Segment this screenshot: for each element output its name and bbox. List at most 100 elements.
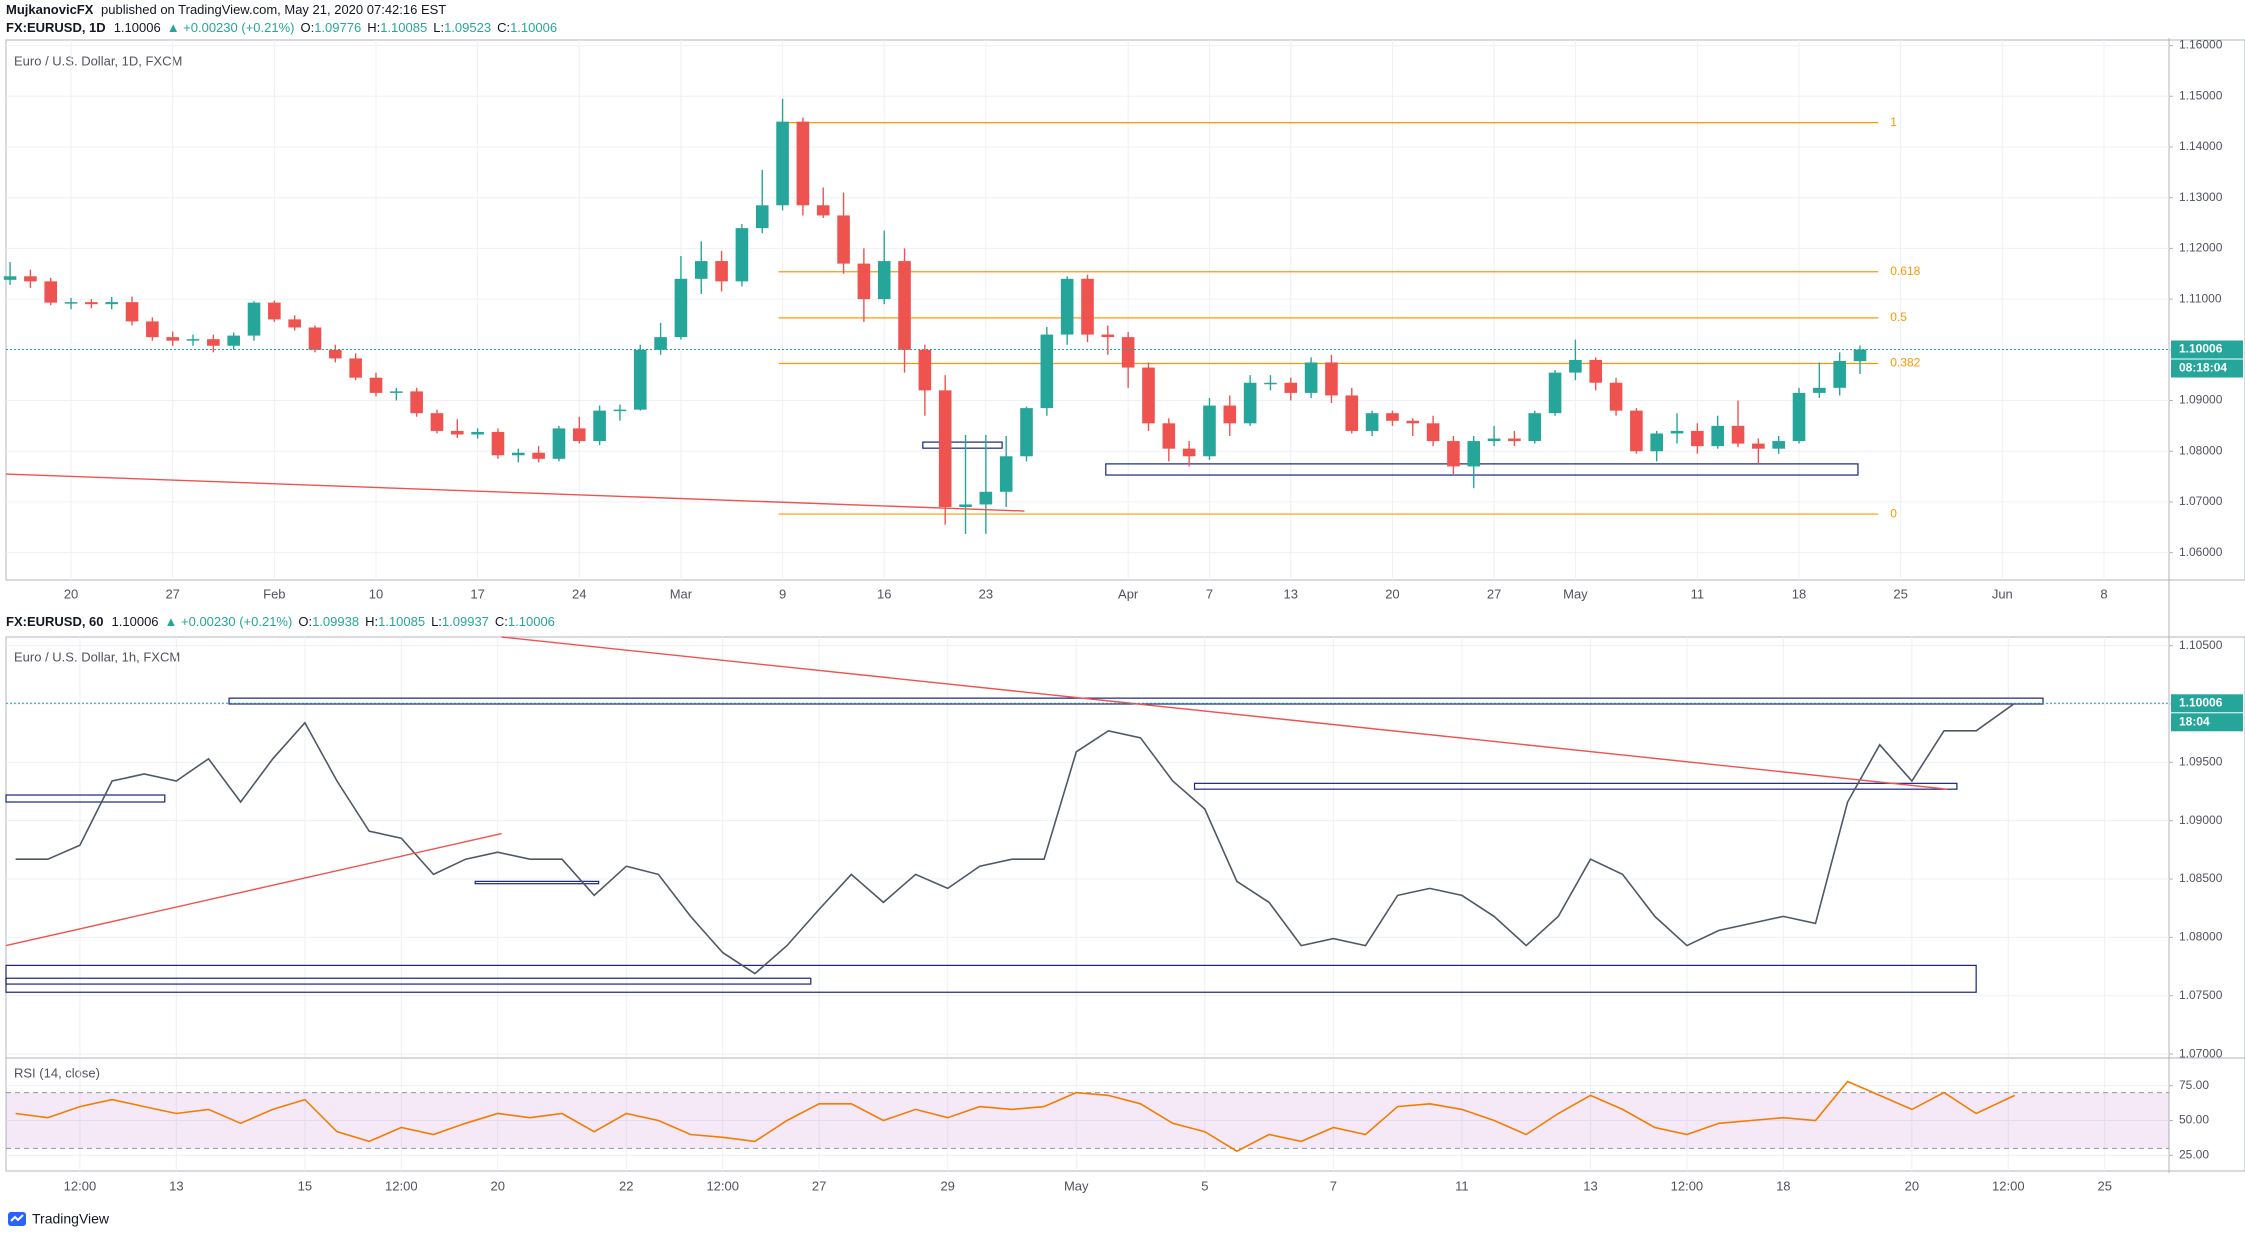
candle-body — [735, 228, 749, 282]
x-tick-label: 23 — [979, 586, 993, 601]
fib-label: 0.382 — [1890, 356, 1920, 370]
candle-body — [877, 261, 891, 300]
x-tick-label: 27 — [165, 586, 179, 601]
ohlc-value: 1.10085 — [380, 20, 427, 35]
last: 1.10006 — [112, 614, 159, 629]
candle-body — [816, 205, 830, 216]
x-tick-label: 11 — [1691, 586, 1705, 601]
zone-box — [1193, 782, 1958, 790]
candle-body — [999, 456, 1013, 492]
x-tick-label: 5 — [1201, 1178, 1208, 1193]
pane-title: Euro / U.S. Dollar, 1D, FXCM — [14, 53, 182, 68]
candle-body — [694, 261, 708, 279]
candle-body — [105, 302, 119, 305]
pane-0: FX:EURUSD, 1D 1.10006 ▲ +0.00230 (+0.21%) O… — [3, 20, 2243, 601]
y-tick-label: 1.14000 — [2179, 139, 2223, 153]
x-tick-label: 16 — [877, 586, 891, 601]
candle-body — [532, 452, 545, 459]
zone-box — [922, 441, 1003, 449]
candle-body — [268, 302, 281, 320]
candle-body — [1447, 441, 1460, 467]
x-tick-label: 24 — [572, 586, 586, 601]
candle-body — [1650, 433, 1664, 452]
candle-body — [654, 337, 667, 350]
ohlc-value: 1.09523 — [444, 20, 491, 35]
logo-mark — [10, 1214, 24, 1222]
candle-body — [430, 413, 444, 431]
zone-box — [5, 794, 166, 803]
x-tick-label: 20 — [1905, 1178, 1919, 1193]
candle-body — [186, 339, 200, 341]
x-tick-label: 7 — [1330, 1178, 1337, 1193]
x-tick-label: 17 — [470, 586, 484, 601]
candle-body — [1792, 392, 1806, 442]
daily-pane-frame — [5, 39, 2245, 581]
ohlc-value: 1.10085 — [378, 614, 425, 629]
ohlc-label: C: — [495, 614, 508, 629]
ohlc-label: H: — [367, 20, 380, 35]
symbol: FX:EURUSD, 1D — [6, 20, 106, 35]
countdown-label: 18:04 — [2179, 714, 2210, 728]
zone-box — [474, 880, 600, 885]
candle-body — [1426, 423, 1440, 442]
rsi-band — [6, 1092, 2169, 1149]
ohlc-value: 1.10006 — [510, 20, 557, 35]
ohlc-value: 1.09938 — [312, 614, 359, 629]
candle-body — [979, 491, 993, 505]
candle-body — [776, 121, 789, 206]
x-tick-label: 12:00 — [64, 1178, 97, 1193]
candle-body — [1711, 425, 1724, 447]
candle-body — [857, 263, 871, 300]
x-tick-label: 20 — [64, 586, 78, 601]
y-tick-label: 1.16000 — [2179, 38, 2223, 52]
x-tick-label: 27 — [1487, 586, 1501, 601]
x-tick-label: May — [1064, 1178, 1089, 1193]
x-tick-label: May — [1563, 586, 1588, 601]
candle-body — [1670, 430, 1684, 434]
candle-body — [1691, 430, 1704, 447]
x-tick-label: 18 — [1776, 1178, 1790, 1193]
x-tick-label: 11 — [1455, 1178, 1469, 1193]
series-line — [15, 702, 2016, 975]
candle-body — [64, 302, 78, 304]
candle-body — [593, 410, 606, 442]
candle-body — [572, 428, 586, 442]
x-tick-label: 27 — [812, 1178, 826, 1193]
candle-body — [1853, 349, 1867, 362]
candle-body — [227, 335, 240, 346]
ohlc-value: 1.10006 — [508, 614, 555, 629]
last: 1.10006 — [114, 20, 161, 35]
candle-body — [369, 377, 383, 393]
candle-body — [1569, 359, 1582, 373]
x-tick-label: Apr — [1118, 586, 1139, 601]
candle-body — [146, 321, 159, 338]
candle-body — [796, 121, 810, 206]
y-tick-label: 1.09500 — [2179, 755, 2223, 769]
last-price-tag — [2171, 694, 2243, 713]
candle-body — [1772, 441, 1785, 449]
candle-body — [1101, 334, 1115, 338]
pane-1: FX:EURUSD, 60 1.10006 ▲ +0.00230 (+0.21%) O… — [5, 614, 2243, 1193]
candle-body — [837, 215, 850, 264]
candle-body — [1548, 372, 1562, 414]
pane-2: RSI (14, close) 25.00 50.00 75.00 — [6, 1060, 2209, 1171]
candle-body — [1264, 382, 1277, 385]
last-price-tag — [2171, 340, 2243, 359]
candle-body — [755, 205, 769, 229]
y-tick-label: 1.08500 — [2179, 871, 2223, 885]
x-tick-label: 13 — [169, 1178, 183, 1193]
candle-body — [1467, 441, 1481, 467]
candle-body — [1752, 443, 1765, 449]
ohlc-label: H: — [365, 614, 378, 629]
candle-body — [1487, 438, 1501, 442]
x-tick-label: Jun — [1992, 586, 2013, 601]
candle-body — [1609, 382, 1623, 411]
x-tick-label: 25 — [2097, 1178, 2111, 1193]
hourly-pane-frame — [5, 636, 2245, 1172]
x-tick-label: 9 — [779, 586, 786, 601]
candle-body — [1345, 395, 1359, 431]
candle-body — [1325, 362, 1338, 396]
candle-body — [390, 391, 403, 393]
